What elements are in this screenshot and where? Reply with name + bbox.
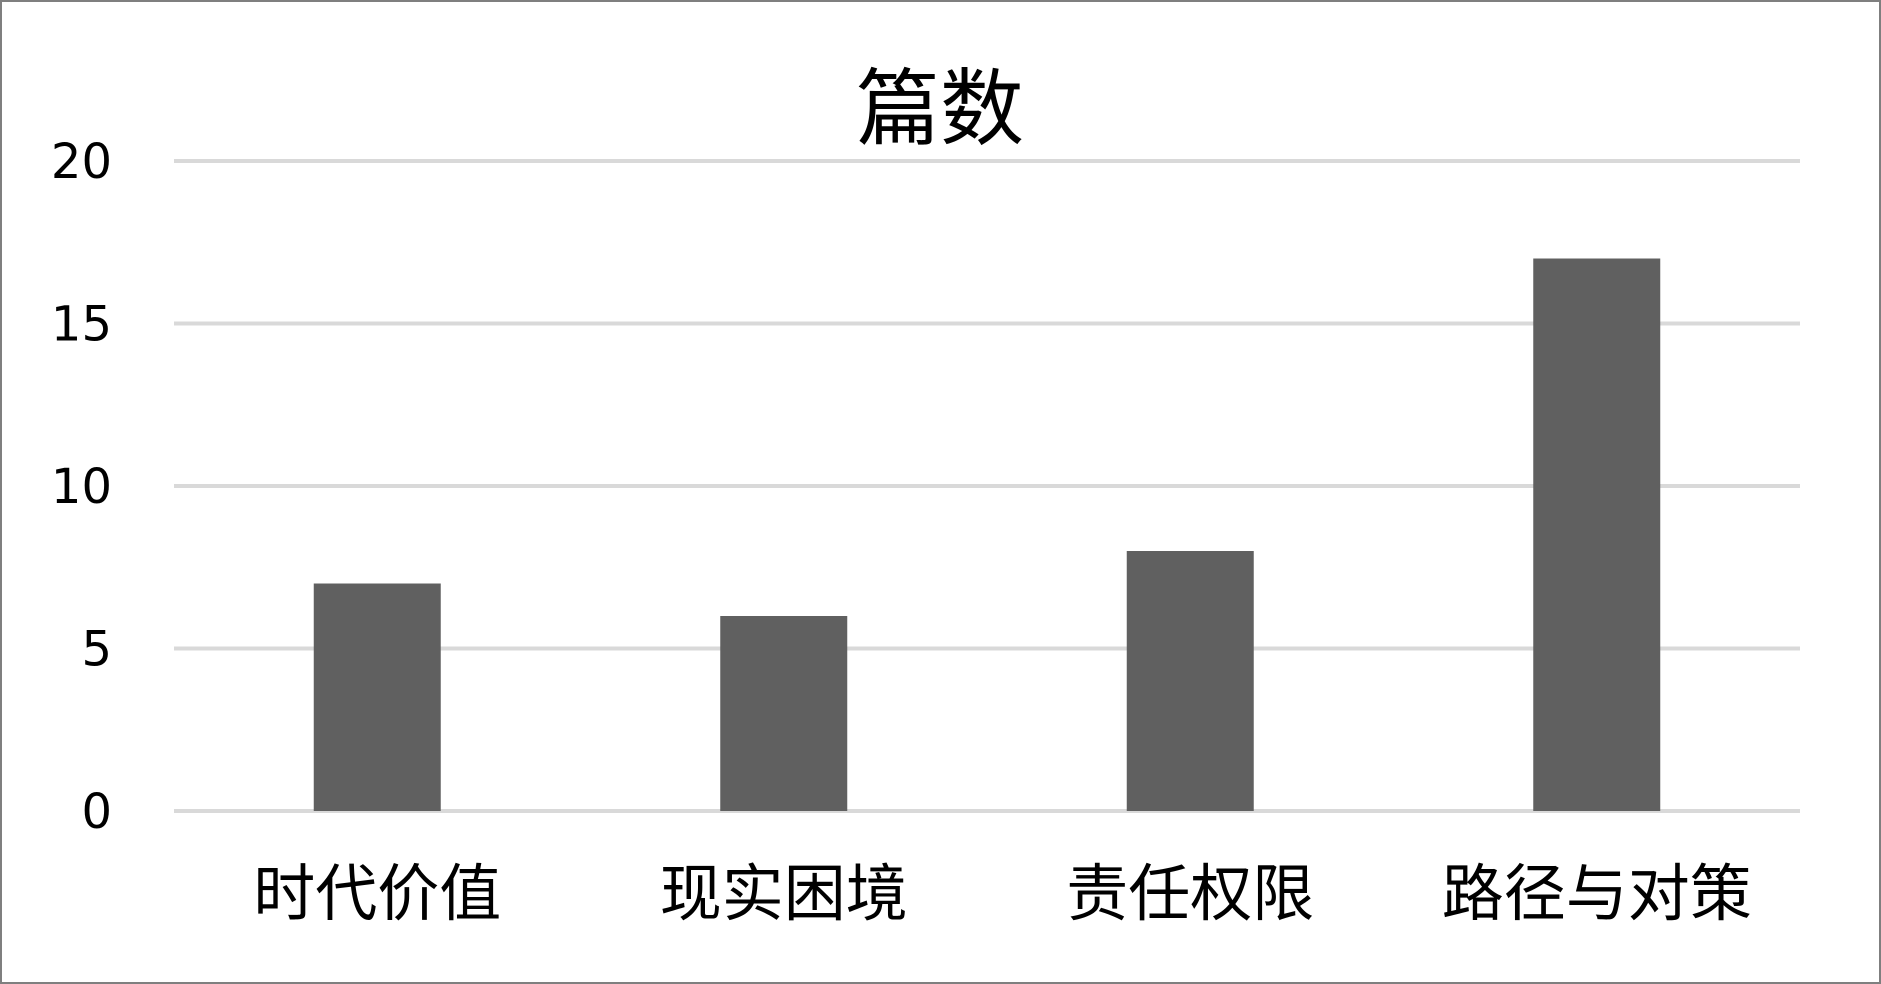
bar bbox=[720, 616, 848, 811]
chart-title: 篇数 bbox=[856, 60, 1024, 158]
y-tick-label: 10 bbox=[51, 459, 112, 515]
y-tick-label: 20 bbox=[51, 134, 112, 190]
bar bbox=[1126, 551, 1254, 811]
bar bbox=[1533, 258, 1661, 811]
x-category-label: 路径与对策 bbox=[1442, 857, 1752, 930]
y-tick-label: 0 bbox=[81, 784, 112, 840]
x-category-label: 现实困境 bbox=[660, 857, 908, 930]
y-tick-label: 5 bbox=[81, 622, 112, 678]
y-tick-label: 15 bbox=[51, 297, 112, 353]
x-category-label: 责任权限 bbox=[1066, 857, 1314, 930]
x-category-label: 时代价值 bbox=[253, 857, 501, 930]
bar bbox=[313, 583, 441, 811]
